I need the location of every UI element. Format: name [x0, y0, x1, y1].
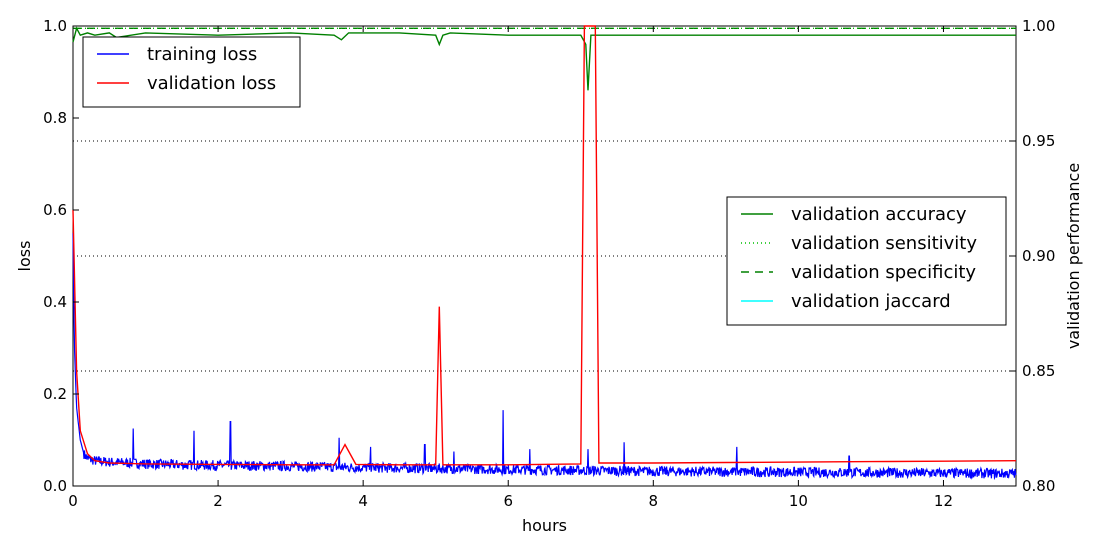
y-tick-label-right: 0.90	[1022, 247, 1055, 265]
y-axis-label-right: validation performance	[1064, 163, 1083, 349]
y-tick-label-left: 0.2	[43, 385, 67, 403]
x-tick-label: 6	[503, 492, 513, 510]
axes: 0 2 4 6 8 10 12 0.0 0.2 0.4 0.6 0.8 1.0 0.80 0.85 0.90 0…	[43, 17, 1055, 510]
series-validation-accuracy	[72, 26, 1016, 91]
x-axis-label: hours	[522, 516, 567, 535]
x-tick-label: 12	[934, 492, 953, 510]
legend-label: validation specificity	[791, 262, 976, 283]
legend-label: validation sensitivity	[791, 233, 977, 254]
legend-label: training loss	[147, 44, 257, 65]
y-tick-label-right: 1.00	[1022, 17, 1055, 35]
legend-performance-box	[726, 196, 1007, 326]
x-tick-label: 10	[789, 492, 808, 510]
legend-label: validation accuracy	[791, 204, 967, 225]
y-tick-label-left: 0.0	[43, 477, 67, 495]
y-tick-label-right: 0.85	[1022, 362, 1055, 380]
legend-loss-box	[82, 36, 301, 108]
legend-label: validation loss	[147, 73, 276, 94]
y-tick-label-right: 0.95	[1022, 132, 1055, 150]
y-tick-label-left: 0.6	[43, 201, 67, 219]
legend-loss: training loss validation loss	[82, 36, 301, 108]
series-validation-loss	[72, 25, 1017, 466]
y-tick-label-left: 0.4	[43, 293, 67, 311]
x-tick-label: 4	[358, 492, 368, 510]
y-axis-label-left: loss	[15, 241, 34, 272]
x-tick-label: 0	[68, 492, 78, 510]
y-tick-label-right: 0.80	[1022, 477, 1055, 495]
y-tick-label-left: 0.8	[43, 109, 67, 127]
legend-label: validation jaccard	[791, 291, 951, 312]
x-tick-label: 2	[213, 492, 223, 510]
series-training-loss	[72, 232, 1017, 481]
x-tick-label: 8	[649, 492, 659, 510]
legend-performance: validation accuracy validation sensitivit…	[726, 196, 1007, 326]
y-tick-label-left: 1.0	[43, 17, 67, 35]
series-layer	[72, 25, 1017, 481]
